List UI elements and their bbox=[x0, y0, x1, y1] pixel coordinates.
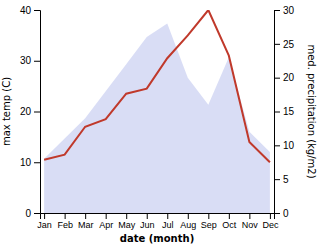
tick-label: 30 bbox=[283, 5, 295, 16]
tick: 30 bbox=[274, 5, 295, 16]
tick-label: Feb bbox=[57, 220, 73, 230]
tick-mark bbox=[34, 162, 40, 163]
tick-mark bbox=[34, 61, 40, 62]
tick-label: 5 bbox=[283, 174, 289, 185]
tick-mark bbox=[274, 44, 280, 45]
plot: 010203040051015202530JanFebMarAprMayJunJ… bbox=[1, 5, 317, 244]
tick-label: Mar bbox=[78, 220, 94, 230]
tick: Jun bbox=[140, 213, 155, 230]
tick-mark bbox=[249, 213, 250, 219]
x-axis-title: date (month) bbox=[120, 233, 194, 244]
tick: 10 bbox=[20, 157, 40, 168]
tick: Nov bbox=[242, 213, 259, 230]
axis: Jan Feb Mar Apr May Jun Jul Aug Sep Oct NovDec bbox=[37, 213, 279, 230]
tick: 0 bbox=[274, 208, 289, 219]
tick-label: 15 bbox=[283, 106, 295, 117]
tick-label: 25 bbox=[283, 39, 295, 50]
y-axis-title: max temp (C) bbox=[1, 77, 12, 146]
tick-mark bbox=[208, 213, 209, 219]
tick: 0 bbox=[25, 208, 40, 219]
tick-label: 20 bbox=[283, 72, 295, 83]
precipitation-area bbox=[44, 24, 270, 213]
tick-label: 40 bbox=[20, 5, 32, 16]
tick-label: 0 bbox=[283, 208, 289, 219]
marks bbox=[44, 10, 270, 213]
tick-mark bbox=[274, 145, 280, 146]
tick: Oct bbox=[222, 213, 237, 230]
tick-mark bbox=[34, 10, 40, 11]
tick: May bbox=[118, 213, 136, 230]
tick: Sep bbox=[201, 213, 217, 230]
tick-label: 30 bbox=[20, 55, 32, 66]
tick-mark bbox=[147, 213, 148, 219]
axis-domain bbox=[41, 214, 275, 220]
tick-label: Jan bbox=[37, 220, 52, 230]
tick: 15 bbox=[274, 106, 295, 117]
chart: 010203040051015202530JanFebMarAprMayJunJ… bbox=[0, 0, 318, 247]
tick-mark bbox=[106, 213, 107, 219]
tick-label: Jun bbox=[140, 220, 155, 230]
tick: 10 bbox=[274, 140, 295, 151]
tick: 30 bbox=[20, 55, 40, 66]
tick: Feb bbox=[57, 213, 73, 230]
tick-mark bbox=[44, 213, 45, 219]
tick: Mar bbox=[78, 213, 94, 230]
tick-label: Dec bbox=[262, 220, 279, 230]
tick: 40 bbox=[20, 5, 40, 16]
tick-label: 10 bbox=[20, 157, 32, 168]
tick: 20 bbox=[20, 106, 40, 117]
tick-label: Apr bbox=[99, 220, 113, 230]
y2-axis-title: med. precipitation (kg/m2) bbox=[306, 44, 317, 178]
tick-label: Aug bbox=[180, 220, 196, 230]
tick-label: Sep bbox=[201, 220, 217, 230]
tick: 5 bbox=[274, 174, 289, 185]
tick-label: Oct bbox=[222, 220, 237, 230]
tick-label: Jul bbox=[162, 220, 174, 230]
temperature-line bbox=[44, 10, 270, 162]
tick: Jan bbox=[37, 213, 52, 230]
tick-mark bbox=[274, 112, 280, 113]
axis: 0 5 10 15 20 25 30 bbox=[274, 5, 295, 219]
axis: 0 10 20 30 40 bbox=[20, 5, 41, 219]
axis-domain bbox=[275, 11, 281, 214]
tick-mark bbox=[270, 213, 271, 219]
tick: 20 bbox=[274, 72, 295, 83]
tick-label: 20 bbox=[20, 106, 32, 117]
chart-container: 010203040051015202530JanFebMarAprMayJunJ… bbox=[0, 0, 318, 247]
tick: 25 bbox=[274, 39, 295, 50]
tick: Apr bbox=[99, 213, 113, 230]
tick: Jul bbox=[162, 213, 174, 230]
tick: Aug bbox=[180, 213, 196, 230]
tick-mark bbox=[167, 213, 168, 219]
tick-mark bbox=[274, 10, 280, 11]
tick-mark bbox=[126, 213, 127, 219]
tick-mark bbox=[65, 213, 66, 219]
tick: Dec bbox=[262, 213, 279, 230]
tick-mark bbox=[34, 112, 40, 113]
tick-label: May bbox=[118, 220, 136, 230]
tick-mark bbox=[274, 78, 280, 79]
tick-mark bbox=[229, 213, 230, 219]
tick-label: 10 bbox=[283, 140, 295, 151]
tick-mark bbox=[85, 213, 86, 219]
tick-mark bbox=[34, 213, 40, 214]
tick-label: Nov bbox=[242, 220, 259, 230]
tick-mark bbox=[188, 213, 189, 219]
axis-domain bbox=[34, 11, 41, 214]
tick-label: 0 bbox=[25, 208, 31, 219]
tick-mark bbox=[274, 179, 280, 180]
